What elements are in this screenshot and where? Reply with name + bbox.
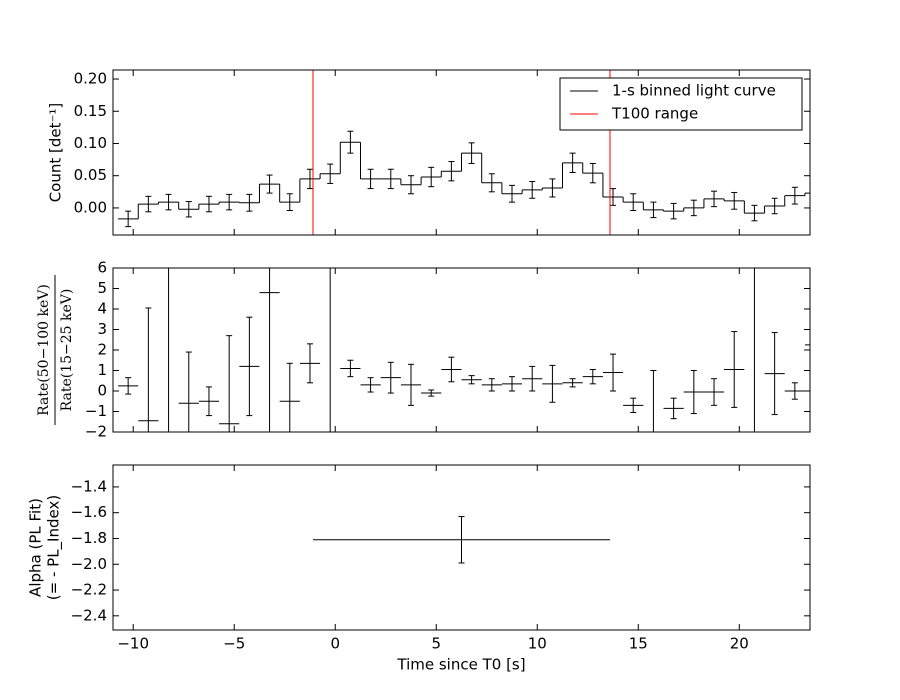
y-tick-label: 1 <box>97 361 107 379</box>
x-tick-label: −5 <box>223 635 245 653</box>
x-tick-label: 20 <box>730 635 749 653</box>
plot-area <box>118 268 810 432</box>
y-tick-label: −1.6 <box>71 503 107 521</box>
y-label-numerator: Rate(50−100 keV) <box>36 284 52 416</box>
y-tick-label: 3 <box>97 320 107 338</box>
y-tick-label: 6 <box>97 259 107 277</box>
legend-box <box>559 77 803 131</box>
x-tick-label: 5 <box>431 635 441 653</box>
y-tick-label: 0.00 <box>74 198 107 216</box>
y-tick-label: −2.4 <box>71 606 107 624</box>
y-tick-label: 2 <box>97 341 107 359</box>
y-tick-label: 0.20 <box>74 70 107 88</box>
y-label-denominator: Rate(15−25 keV) <box>59 289 75 412</box>
frame <box>112 69 811 236</box>
x-tick-label: 15 <box>629 635 648 653</box>
y-tick-label: −2.2 <box>71 581 107 599</box>
y-tick-label: −1 <box>85 402 107 420</box>
y-label: (= - PL_Index) <box>45 495 64 600</box>
y-tick-label: 0.10 <box>74 134 107 152</box>
frame <box>112 464 811 631</box>
frame <box>112 267 811 433</box>
y-tick-label: 0 <box>97 382 107 400</box>
y-tick-label: −2 <box>85 423 107 441</box>
plot-area <box>313 516 610 564</box>
y-tick-label: 5 <box>97 279 107 297</box>
x-tick-label: 10 <box>528 635 547 653</box>
y-tick-label: −1.8 <box>71 529 107 547</box>
x-tick-label: 0 <box>330 635 340 653</box>
y-tick-label: 0.05 <box>74 166 107 184</box>
y-label: Alpha (PL Fit) <box>27 498 45 597</box>
plot-area <box>118 70 810 235</box>
x-tick-label: −10 <box>117 635 149 653</box>
y-tick-label: 4 <box>97 300 107 318</box>
legend-label: T100 range <box>611 105 698 123</box>
y-tick-label: −1.4 <box>71 477 107 495</box>
x-label: Time since T0 [s] <box>396 656 525 674</box>
y-label: Count [det⁻¹] <box>47 103 65 203</box>
y-label: Rate(50−100 keV) Rate(15−25 keV) <box>36 275 75 425</box>
y-tick-label: −2.0 <box>71 555 107 573</box>
y-tick-label: 0.15 <box>74 102 107 120</box>
legend-label: 1-s binned light curve <box>612 82 776 100</box>
